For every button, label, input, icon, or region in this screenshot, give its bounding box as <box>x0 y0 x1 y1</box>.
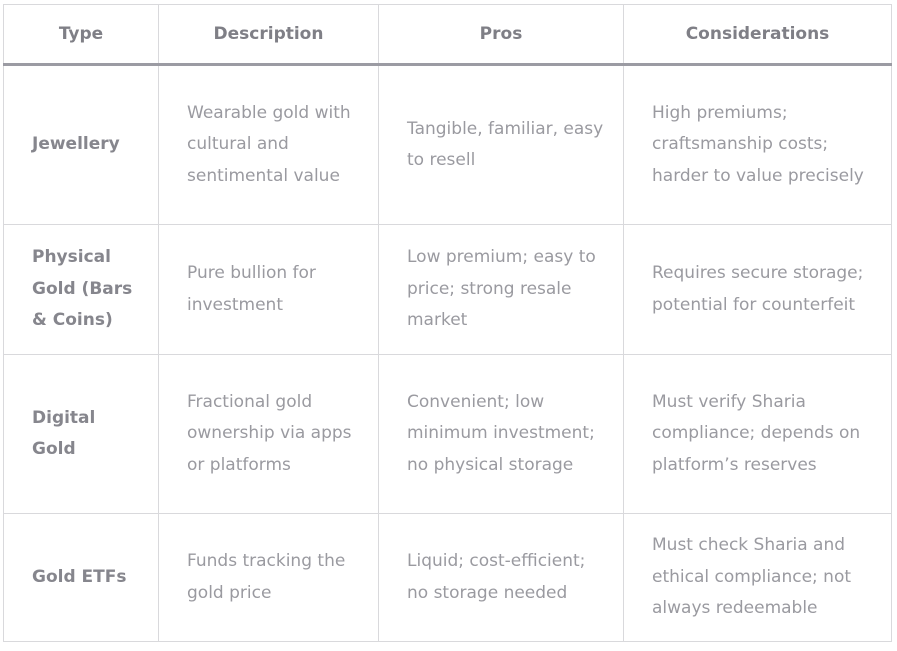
considerations-cell: Requires secure storage; potential for c… <box>623 224 892 355</box>
description-cell: Wearable gold with cultural and sentimen… <box>158 64 379 225</box>
type-cell: Digital Gold <box>3 354 159 514</box>
table-row: Gold ETFs Funds tracking the gold price … <box>3 513 892 642</box>
header-type: Type <box>3 4 159 66</box>
pros-cell: Liquid; cost-efficient; no storage neede… <box>378 513 624 642</box>
header-row: Type Description Pros Considerations <box>3 4 892 66</box>
gold-types-table: Type Description Pros Considerations Jew… <box>3 4 892 642</box>
pros-cell: Convenient; low minimum investment; no p… <box>378 354 624 514</box>
table-header: Type Description Pros Considerations <box>3 4 892 66</box>
description-cell: Fractional gold ownership via apps or pl… <box>158 354 379 514</box>
table-row: Jewellery Wearable gold with cultural an… <box>3 64 892 225</box>
header-pros: Pros <box>378 4 624 66</box>
header-considerations: Considerations <box>623 4 892 66</box>
type-cell: Gold ETFs <box>3 513 159 642</box>
type-cell: Physical Gold (Bars & Coins) <box>3 224 159 355</box>
pros-cell: Low premium; easy to price; strong resal… <box>378 224 624 355</box>
considerations-cell: Must verify Sharia compliance; depends o… <box>623 354 892 514</box>
description-cell: Pure bullion for investment <box>158 224 379 355</box>
table-row: Digital Gold Fractional gold ownership v… <box>3 354 892 514</box>
type-cell: Jewellery <box>3 64 159 225</box>
table-body: Jewellery Wearable gold with cultural an… <box>3 64 892 642</box>
description-cell: Funds tracking the gold price <box>158 513 379 642</box>
pros-cell: Tangible, familiar, easy to resell <box>378 64 624 225</box>
considerations-cell: High premiums; craftsmanship costs; hard… <box>623 64 892 225</box>
considerations-cell: Must check Sharia and ethical compliance… <box>623 513 892 642</box>
table-row: Physical Gold (Bars & Coins) Pure bullio… <box>3 224 892 355</box>
header-description: Description <box>158 4 379 66</box>
